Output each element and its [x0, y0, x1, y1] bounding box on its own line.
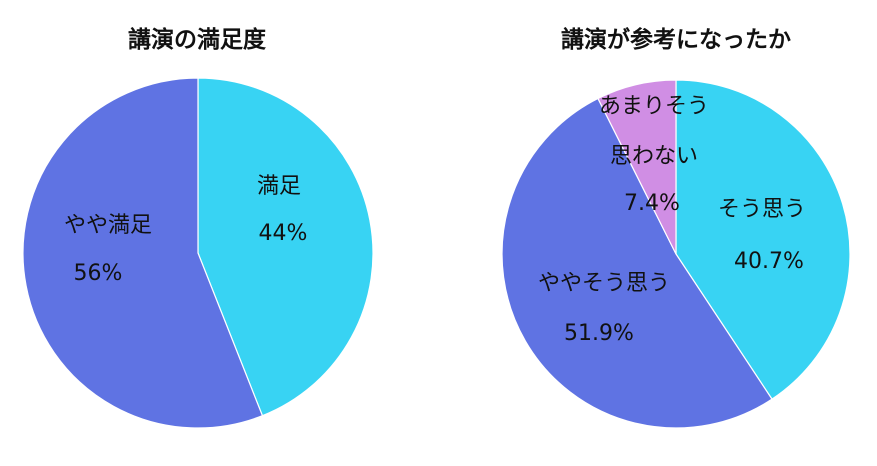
chart-usefulness: 講演が参考になったか そう思う 40.7% ややそう思う 51.9% あまりそう…: [501, 26, 851, 429]
chart-2-slice-3-label-line-1: あまりそう: [599, 94, 709, 119]
chart-1-slice-2-label-line-1: やや満足: [64, 213, 152, 238]
chart-2-slice-3-value: 7.4%: [624, 191, 680, 216]
chart-2-slice-2-label-line-1: ややそう思う: [538, 271, 670, 296]
chart-2-slice-2-value: 51.9%: [564, 321, 634, 346]
chart-2-slice-amari-sou-omowanai: [597, 79, 677, 255]
chart-1-title: 講演の満足度: [128, 26, 267, 53]
chart-1-slice-2-value: 56%: [74, 261, 123, 286]
chart-1-slice-yaya-manzoku: [22, 77, 264, 429]
chart-1-slice-1-value: 44%: [259, 221, 308, 246]
chart-satisfaction: 講演の満足度 満足 44% やや満足 56%: [22, 26, 374, 429]
chart-2-slice-3-label-line-2: 思わない: [610, 144, 698, 169]
chart-1-slice-1-label-line-1: 満足: [257, 174, 301, 199]
chart-2-slice-1-label-line-1: そう思う: [718, 197, 806, 222]
chart-1-slice-manzoku: [197, 77, 374, 417]
chart-2-slice-yaya-sou-omou: [501, 97, 773, 429]
chart-2-title: 講演が参考になったか: [561, 26, 791, 53]
chart-2-slice-1-value: 40.7%: [734, 249, 804, 274]
